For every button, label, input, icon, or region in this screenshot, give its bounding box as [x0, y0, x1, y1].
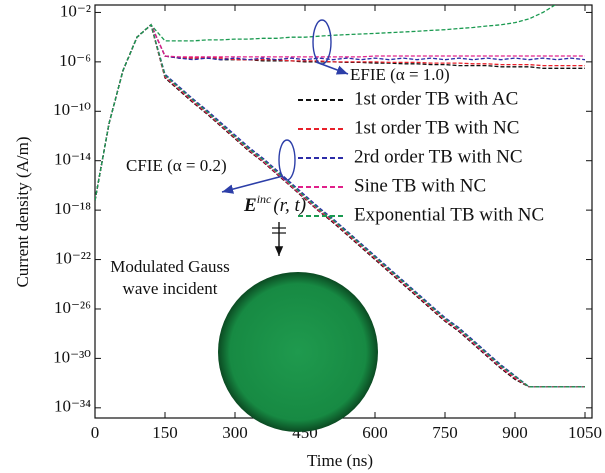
field-label: Einc (r, t)	[243, 192, 306, 217]
y-tick-label: 10⁻³⁴	[54, 397, 91, 416]
wave-label: Modulated Gauss	[110, 257, 229, 276]
x-tick-label: 300	[222, 423, 248, 442]
legend-label: 1st order TB with NC	[354, 117, 519, 138]
field-symbol: E	[243, 195, 257, 216]
y-axis-label: Current density (A/m)	[13, 136, 32, 287]
series-line	[95, 23, 586, 201]
y-tick-label: 10⁻³⁰	[53, 347, 91, 366]
series-line	[95, 23, 585, 388]
plot-frame	[94, 4, 593, 419]
cfie-ellipse	[278, 139, 296, 181]
y-tick-label: 10⁻²⁶	[54, 298, 91, 317]
series-line	[95, 23, 585, 388]
efie-label: EFIE (α = 1.0)	[350, 65, 450, 84]
legend-label: Exponential TB with NC	[354, 204, 544, 225]
series-line	[95, 23, 585, 201]
series-line	[95, 23, 585, 201]
y-tick-label: 10⁻⁶	[59, 51, 91, 70]
field-superscript: inc	[257, 192, 272, 206]
field-args: (r, t)	[273, 195, 306, 216]
y-tick-label: 10⁻¹⁴	[54, 150, 91, 169]
x-tick-label: 150	[152, 423, 178, 442]
x-tick-label: 900	[502, 423, 528, 442]
cfie-label: CFIE (α = 0.2)	[126, 156, 227, 175]
y-tick-label: 10⁻¹⁰	[53, 100, 91, 119]
series-line	[95, 23, 585, 388]
wave-label: wave incident	[123, 279, 218, 298]
efie-arrow	[315, 61, 349, 75]
y-tick-label: 10⁻²	[60, 1, 91, 20]
series-line	[95, 5, 557, 201]
legend-label: 1st order TB with AC	[354, 88, 518, 109]
overlay: EFIE (α = 1.0) CFIE (α = 0.2) Einc (r, t)…	[13, 19, 450, 470]
plot-lines	[95, 5, 586, 388]
x-tick-label: 1050	[568, 423, 602, 442]
legend-label: 2rd order TB with NC	[354, 146, 523, 167]
x-axis-label: Time (ns)	[307, 451, 373, 470]
legend-label: Sine TB with NC	[354, 175, 486, 196]
y-tick-label: 10⁻¹⁸	[54, 199, 91, 218]
y-tick-label: 10⁻²²	[55, 248, 91, 267]
cfie-arrow	[221, 175, 284, 194]
x-tick-label: 600	[362, 423, 388, 442]
x-tick-label: 750	[432, 423, 458, 442]
x-tick-label: 0	[91, 423, 100, 442]
sphere	[218, 272, 378, 432]
